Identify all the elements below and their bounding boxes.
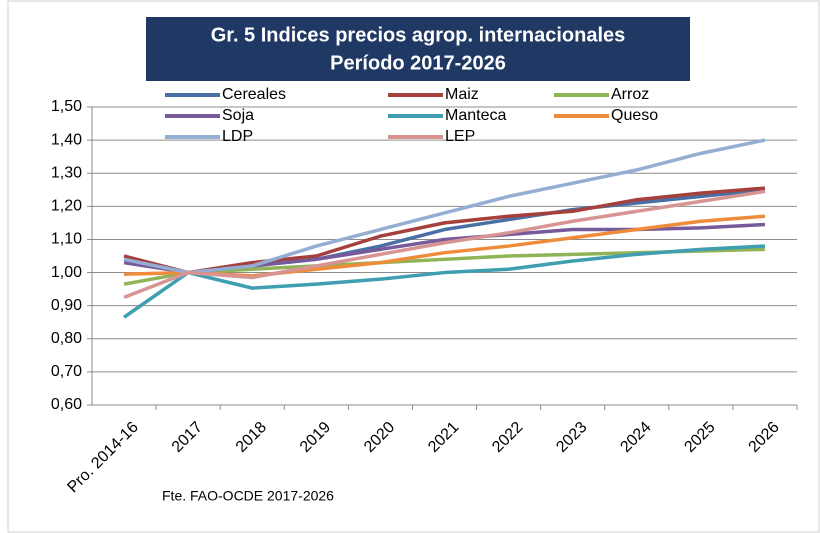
y-tick-label: 1,40: [51, 131, 82, 148]
y-tick-label: 0,60: [51, 396, 82, 413]
title-box: [146, 17, 690, 81]
y-tick-label: 0,80: [51, 330, 82, 347]
legend-label: Queso: [611, 107, 658, 124]
legend-label: LEP: [445, 128, 475, 145]
y-tick-label: 1,20: [51, 198, 82, 215]
y-tick-label: 1,10: [51, 231, 82, 248]
chart-title: Gr. 5 Indices precios agrop. internacion…: [211, 24, 626, 46]
legend-label: Manteca: [445, 107, 506, 124]
series-line: [123, 186, 766, 275]
series-line: [123, 138, 766, 275]
chart-subtitle: Período 2017-2026: [330, 52, 506, 74]
y-tick-label: 0,90: [51, 297, 82, 314]
source-note: Fte. FAO-OCDE 2017-2026: [162, 488, 334, 504]
legend-label: Soja: [222, 107, 254, 124]
y-tick-label: 0,70: [51, 363, 82, 380]
y-tick-label: 1,30: [51, 164, 82, 181]
series-line: [123, 189, 766, 300]
legend-label: LDP: [222, 128, 253, 145]
legend-label: Cereales: [222, 86, 286, 103]
series-line: [123, 244, 766, 319]
legend-label: Arroz: [611, 86, 649, 103]
y-tick-label: 1,00: [51, 264, 82, 281]
legend-label: Maiz: [445, 86, 479, 103]
y-tick-label: 1,50: [51, 98, 82, 115]
